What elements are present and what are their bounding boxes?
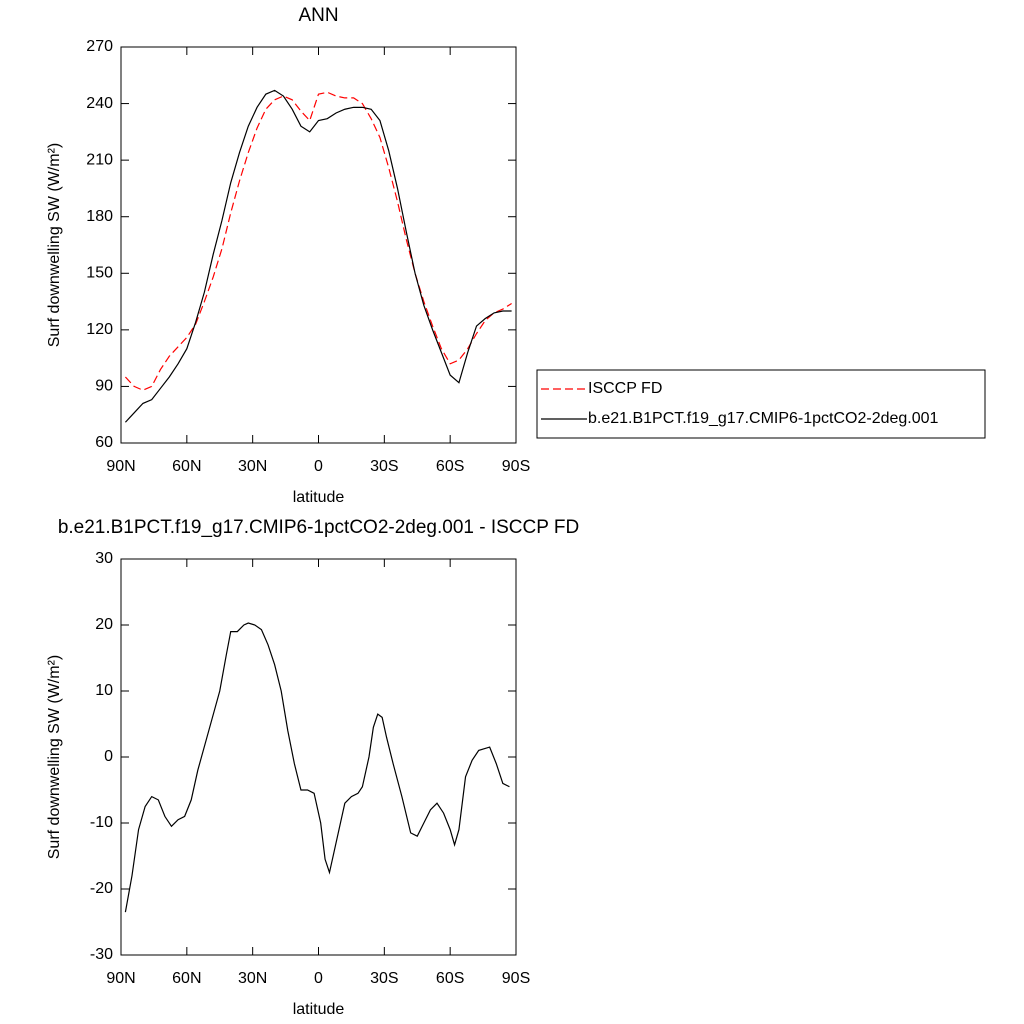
x-tick-label: 90S: [502, 458, 530, 475]
x-tick-label: 90N: [106, 458, 135, 475]
y-tick-label: -10: [90, 814, 113, 831]
x-axis-label: latitude: [293, 489, 345, 506]
x-tick-label: 0: [314, 970, 323, 987]
x-tick-label: 90S: [502, 970, 530, 987]
y-tick-label: 150: [86, 265, 113, 282]
y-tick-label: 210: [86, 151, 113, 168]
y-tick-label: 90: [95, 378, 113, 395]
y-tick-label: 120: [86, 321, 113, 338]
y-tick-label: 60: [95, 434, 113, 451]
y-tick-label: 240: [86, 95, 113, 112]
chart-title: ANN: [298, 5, 338, 26]
data-line: [124, 622, 510, 913]
x-tick-label: 30S: [370, 458, 398, 475]
y-tick-label: 180: [86, 208, 113, 225]
y-tick-label: 270: [86, 38, 113, 55]
y-axis-label: Surf downwelling SW (W/m²): [46, 655, 63, 859]
plot-frame: [120, 46, 517, 444]
y-tick-label: -20: [90, 880, 113, 897]
y-tick-label: 30: [95, 550, 113, 567]
x-tick-label: 60S: [436, 970, 464, 987]
y-tick-label: -30: [90, 946, 113, 963]
data-line: [124, 91, 512, 391]
legend-label: b.e21.B1PCT.f19_g17.CMIP6-1pctCO2-2deg.0…: [588, 410, 939, 427]
x-tick-label: 60N: [172, 458, 201, 475]
x-tick-label: 60N: [172, 970, 201, 987]
x-tick-label: 90N: [106, 970, 135, 987]
data-line: [124, 89, 512, 423]
x-tick-label: 0: [314, 458, 323, 475]
chart-title: b.e21.B1PCT.f19_g17.CMIP6-1pctCO2-2deg.0…: [58, 517, 579, 538]
legend-label: ISCCP FD: [588, 380, 662, 397]
y-axis-label: Surf downwelling SW (W/m²): [46, 143, 63, 347]
x-tick-label: 30N: [238, 458, 267, 475]
x-tick-label: 30S: [370, 970, 398, 987]
plot-frame: [120, 558, 517, 956]
x-axis-label: latitude: [293, 1001, 345, 1018]
x-tick-label: 30N: [238, 970, 267, 987]
y-tick-label: 20: [95, 616, 113, 633]
x-tick-label: 60S: [436, 458, 464, 475]
y-tick-label: 10: [95, 682, 113, 699]
y-tick-label: 0: [104, 748, 113, 765]
legend-box: [536, 369, 986, 439]
